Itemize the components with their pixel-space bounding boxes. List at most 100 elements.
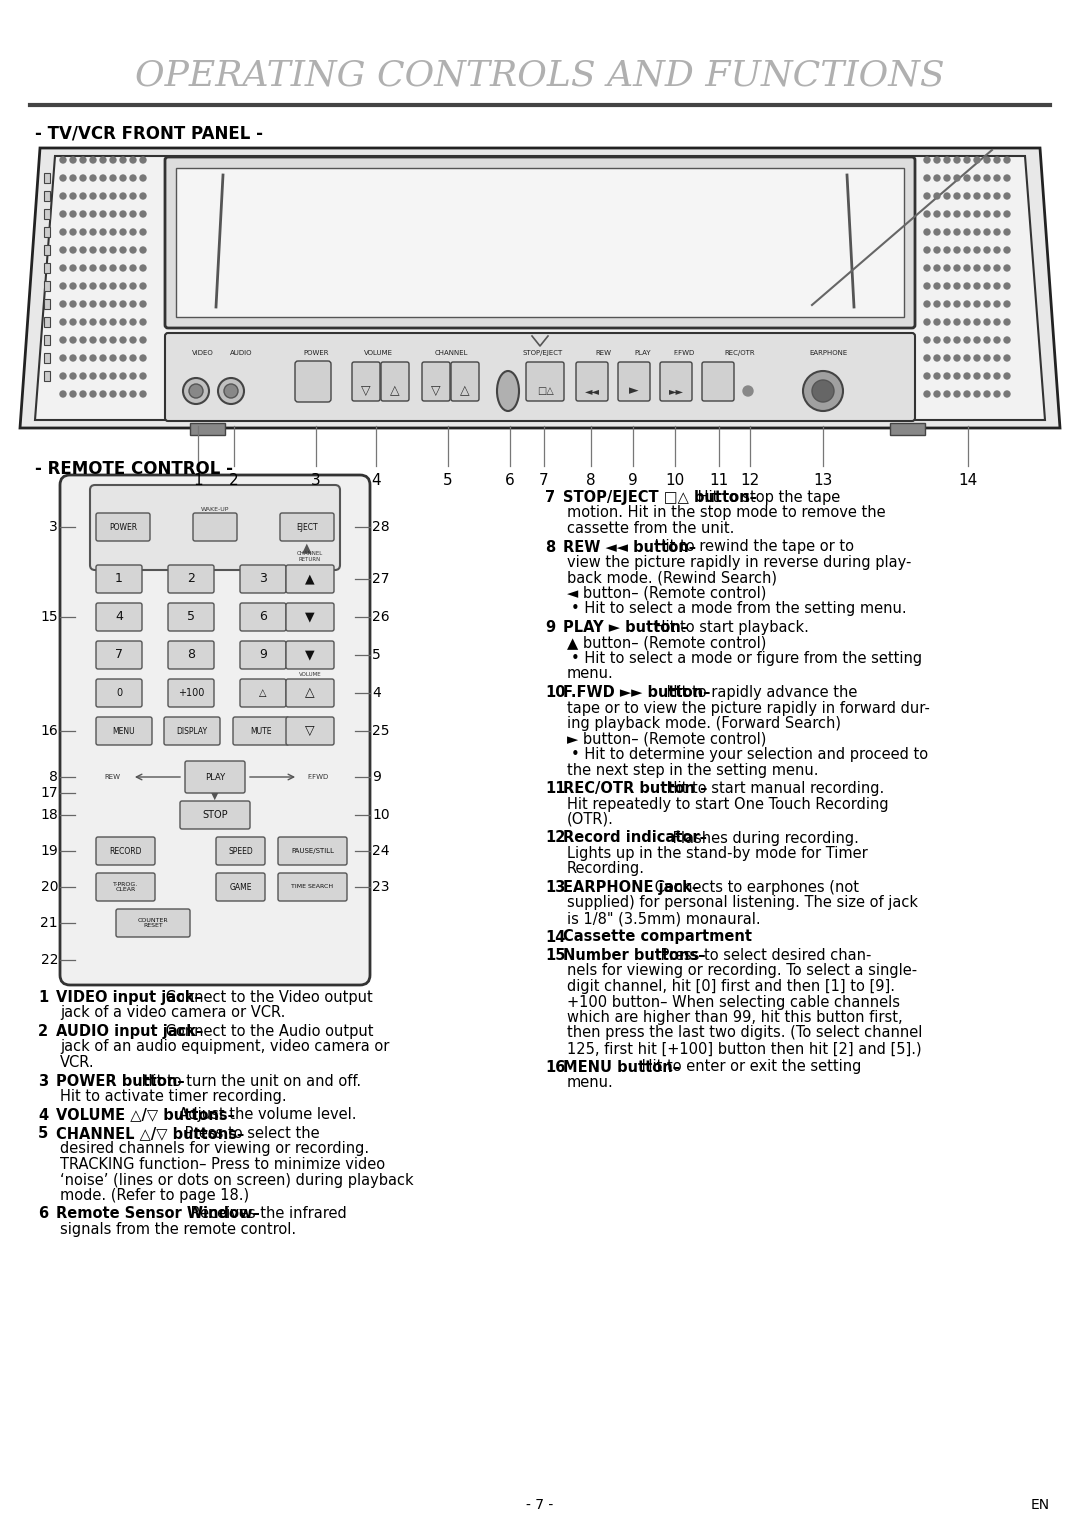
Text: MUTE: MUTE	[251, 726, 272, 736]
Text: Hit to activate timer recording.: Hit to activate timer recording.	[60, 1090, 286, 1103]
Circle shape	[984, 282, 990, 288]
Text: 7: 7	[539, 473, 549, 488]
FancyBboxPatch shape	[216, 873, 265, 900]
Circle shape	[110, 175, 116, 182]
FancyBboxPatch shape	[576, 362, 608, 401]
FancyBboxPatch shape	[185, 761, 245, 794]
Circle shape	[984, 391, 990, 397]
Text: 5: 5	[38, 1126, 49, 1141]
Circle shape	[944, 391, 950, 397]
Text: PLAY: PLAY	[635, 349, 651, 356]
Circle shape	[743, 386, 753, 397]
Text: Receives the infrared: Receives the infrared	[186, 1207, 347, 1221]
Circle shape	[994, 192, 1000, 198]
Circle shape	[924, 192, 930, 198]
Text: 15: 15	[40, 610, 58, 624]
Circle shape	[80, 337, 86, 343]
Circle shape	[60, 266, 66, 272]
Circle shape	[964, 356, 970, 362]
Text: cassette from the unit.: cassette from the unit.	[567, 520, 734, 536]
Circle shape	[994, 337, 1000, 343]
Circle shape	[130, 282, 136, 288]
Text: (OTR).: (OTR).	[567, 812, 613, 827]
Circle shape	[934, 157, 940, 163]
Circle shape	[90, 301, 96, 307]
Text: • Hit to select a mode from the setting menu.: • Hit to select a mode from the setting …	[571, 601, 906, 617]
Circle shape	[120, 211, 126, 217]
Circle shape	[984, 192, 990, 198]
Circle shape	[130, 266, 136, 272]
FancyBboxPatch shape	[96, 513, 150, 542]
Circle shape	[120, 175, 126, 182]
Circle shape	[120, 356, 126, 362]
Circle shape	[964, 337, 970, 343]
Circle shape	[100, 247, 106, 253]
Text: 3: 3	[38, 1073, 49, 1088]
Circle shape	[954, 157, 960, 163]
Text: CHANNEL: CHANNEL	[297, 615, 323, 620]
Circle shape	[974, 391, 980, 397]
Circle shape	[130, 157, 136, 163]
Text: 20: 20	[41, 881, 58, 894]
Circle shape	[984, 301, 990, 307]
Circle shape	[70, 372, 76, 378]
Circle shape	[70, 319, 76, 325]
Circle shape	[934, 192, 940, 198]
Circle shape	[60, 157, 66, 163]
Text: RECORD: RECORD	[109, 847, 141, 856]
Circle shape	[974, 319, 980, 325]
Circle shape	[924, 391, 930, 397]
FancyBboxPatch shape	[286, 717, 334, 745]
Circle shape	[974, 282, 980, 288]
Text: 25: 25	[372, 723, 390, 739]
Circle shape	[120, 301, 126, 307]
Circle shape	[140, 266, 146, 272]
Circle shape	[924, 282, 930, 288]
FancyBboxPatch shape	[96, 603, 141, 630]
Text: 5: 5	[443, 473, 453, 488]
Circle shape	[120, 229, 126, 235]
Text: VOLUME: VOLUME	[299, 671, 322, 678]
Circle shape	[120, 282, 126, 288]
FancyBboxPatch shape	[168, 641, 214, 668]
Circle shape	[90, 319, 96, 325]
Bar	[44, 262, 50, 273]
Text: 28: 28	[372, 520, 390, 534]
Circle shape	[80, 319, 86, 325]
Circle shape	[110, 301, 116, 307]
FancyBboxPatch shape	[240, 603, 286, 630]
Text: Remote Sensor Window–: Remote Sensor Window–	[56, 1207, 260, 1221]
Circle shape	[60, 175, 66, 182]
Text: Hit to start playback.: Hit to start playback.	[650, 620, 809, 635]
Circle shape	[80, 372, 86, 378]
FancyBboxPatch shape	[96, 679, 141, 707]
Text: • Hit to select a mode or figure from the setting: • Hit to select a mode or figure from th…	[571, 652, 922, 665]
Circle shape	[70, 266, 76, 272]
Text: ▽: ▽	[431, 385, 441, 397]
Circle shape	[924, 301, 930, 307]
Text: CHANNEL
RETURN: CHANNEL RETURN	[297, 551, 323, 562]
Circle shape	[954, 372, 960, 378]
Circle shape	[944, 372, 950, 378]
Text: VOLUME △/▽ buttons–: VOLUME △/▽ buttons–	[56, 1108, 234, 1123]
Circle shape	[954, 211, 960, 217]
Circle shape	[974, 356, 980, 362]
Text: jack of an audio equipment, video camera or: jack of an audio equipment, video camera…	[60, 1039, 390, 1054]
Text: 16: 16	[545, 1059, 565, 1074]
Circle shape	[90, 356, 96, 362]
Circle shape	[1004, 337, 1010, 343]
Circle shape	[140, 282, 146, 288]
Circle shape	[974, 337, 980, 343]
Text: back mode. (Rewind Search): back mode. (Rewind Search)	[567, 571, 777, 586]
Text: 11: 11	[545, 781, 566, 797]
FancyBboxPatch shape	[96, 873, 156, 900]
Text: signals from the remote control.: signals from the remote control.	[60, 1222, 296, 1238]
Text: - REMOTE CONTROL -: - REMOTE CONTROL -	[35, 459, 233, 478]
Text: then press the last two digits. (To select channel: then press the last two digits. (To sele…	[567, 1025, 922, 1041]
Text: 10: 10	[372, 807, 390, 823]
Circle shape	[944, 211, 950, 217]
Text: Hit repeatedly to start One Touch Recording: Hit repeatedly to start One Touch Record…	[567, 797, 889, 812]
Text: 18: 18	[40, 807, 58, 823]
Circle shape	[140, 356, 146, 362]
Circle shape	[994, 266, 1000, 272]
